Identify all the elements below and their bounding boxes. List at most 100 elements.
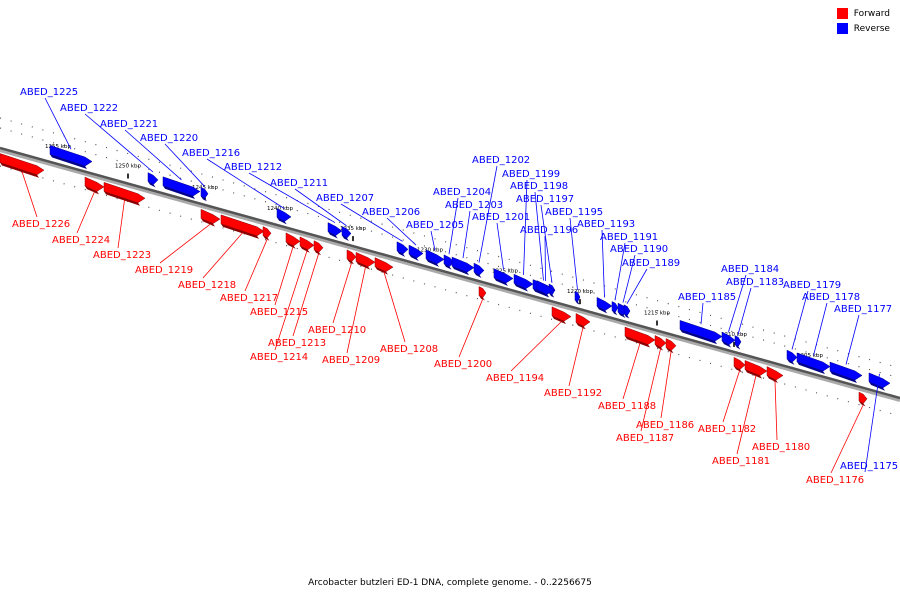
gene-label[interactable]: ABED_1186 [636, 420, 694, 431]
gene-arrow[interactable] [408, 244, 424, 259]
gene-label[interactable]: ABED_1200 [434, 359, 492, 370]
gene-label[interactable]: ABED_1218 [178, 280, 236, 291]
gene-label[interactable]: ABED_1214 [250, 352, 308, 363]
gene-arrow[interactable] [829, 361, 863, 381]
gene-arrow[interactable] [575, 313, 591, 327]
gene-arrow[interactable] [341, 226, 352, 239]
gene-arrow[interactable] [766, 366, 784, 381]
gene-arrow[interactable] [84, 176, 105, 192]
gene-arrow[interactable] [0, 153, 45, 175]
gene-arrow[interactable] [574, 290, 581, 302]
gene-label[interactable]: ABED_1207 [316, 193, 374, 204]
gene-arrow[interactable] [200, 208, 221, 224]
gene-label[interactable]: ABED_1221 [100, 119, 158, 130]
gene-label[interactable]: ABED_1194 [486, 373, 544, 384]
gene-arrow[interactable] [49, 145, 93, 167]
gene-label[interactable]: ABED_1191 [600, 232, 658, 243]
gene-arrow[interactable] [276, 208, 292, 222]
gene-arrow[interactable] [327, 222, 343, 236]
gene-label[interactable]: ABED_1181 [712, 456, 770, 467]
gene-label[interactable]: ABED_1176 [806, 475, 864, 486]
gene-label[interactable]: ABED_1226 [12, 219, 70, 230]
gene-label[interactable]: ABED_1188 [598, 401, 656, 412]
gene-label[interactable]: ABED_1180 [752, 442, 810, 453]
gene-label[interactable]: ABED_1223 [93, 250, 151, 261]
gene-label[interactable]: ABED_1182 [698, 424, 756, 435]
gene-label[interactable]: ABED_1196 [520, 225, 578, 236]
gene-label[interactable]: ABED_1198 [510, 181, 568, 192]
gene-label[interactable]: ABED_1183 [726, 277, 784, 288]
gene-arrow[interactable] [478, 286, 487, 298]
gene-arrow[interactable] [624, 326, 656, 345]
gene-arrow[interactable] [473, 262, 485, 276]
gene-arrow[interactable] [679, 320, 723, 342]
gene-label[interactable]: ABED_1215 [250, 307, 308, 318]
gene-label[interactable]: ABED_1187 [616, 433, 674, 444]
gene-arrow[interactable] [665, 338, 677, 351]
gene-label[interactable]: ABED_1175 [840, 461, 898, 472]
gene-label[interactable]: ABED_1201 [472, 212, 530, 223]
gene-arrow[interactable] [162, 176, 201, 197]
gene-label[interactable]: ABED_1177 [834, 304, 892, 315]
gene-arrow[interactable] [623, 304, 631, 316]
gene-arrow[interactable] [374, 257, 394, 272]
gene-label[interactable]: ABED_1211 [270, 178, 328, 189]
gene-label[interactable]: ABED_1190 [610, 244, 668, 255]
gene-label[interactable]: ABED_1219 [135, 265, 193, 276]
gene-arrow[interactable] [451, 256, 475, 273]
gene-arrow[interactable] [346, 249, 357, 262]
gene-label[interactable]: ABED_1195 [545, 207, 603, 218]
gene-label[interactable]: ABED_1220 [140, 133, 198, 144]
gene-label[interactable]: ABED_1179 [783, 280, 841, 291]
gene-arrow[interactable] [355, 252, 376, 267]
gene-label[interactable]: ABED_1185 [678, 292, 736, 303]
gene-label[interactable]: ABED_1217 [220, 293, 278, 304]
gene-label[interactable]: ABED_1208 [380, 344, 438, 355]
gene-arrow[interactable] [786, 349, 798, 363]
gene-arrow[interactable] [858, 391, 868, 404]
gene-arrow[interactable] [220, 214, 265, 237]
gene-label[interactable]: ABED_1193 [577, 219, 635, 230]
gene-arrow[interactable] [200, 186, 209, 199]
gene-label[interactable]: ABED_1202 [472, 155, 530, 166]
gene-arrow[interactable] [744, 360, 768, 376]
gene-label[interactable]: ABED_1210 [308, 325, 366, 336]
gene-label[interactable]: ABED_1209 [322, 355, 380, 366]
gene-arrow[interactable] [721, 331, 736, 345]
gene-label[interactable]: ABED_1203 [445, 200, 503, 211]
gene-arrow[interactable] [493, 268, 514, 284]
gene-arrow[interactable] [262, 226, 272, 239]
gene-arrow[interactable] [733, 356, 746, 370]
gene-arrow[interactable] [536, 280, 555, 295]
gene-arrow[interactable] [513, 273, 534, 289]
gene-label[interactable]: ABED_1205 [406, 220, 464, 231]
gene-label[interactable]: ABED_1222 [60, 103, 118, 114]
gene-arrow[interactable] [734, 335, 742, 347]
gene-label[interactable]: ABED_1197 [516, 194, 574, 205]
gene-arrow[interactable] [147, 172, 159, 185]
gene-label[interactable]: ABED_1216 [182, 148, 240, 159]
gene-arrow[interactable] [596, 296, 613, 311]
gene-label[interactable]: ABED_1225 [20, 87, 78, 98]
gene-arrow[interactable] [103, 182, 146, 204]
gene-label[interactable]: ABED_1204 [433, 187, 491, 198]
gene-arrow[interactable] [299, 236, 315, 251]
gene-label[interactable]: ABED_1206 [362, 207, 420, 218]
gene-label[interactable]: ABED_1213 [268, 338, 326, 349]
gene-arrow[interactable] [551, 306, 572, 322]
gene-label[interactable]: ABED_1192 [544, 388, 602, 399]
gene-arrow[interactable] [396, 241, 409, 255]
gene-arrow[interactable] [313, 240, 324, 253]
gene-label[interactable]: ABED_1224 [52, 235, 110, 246]
gene-arrow[interactable] [868, 372, 891, 389]
gene-arrow[interactable] [611, 301, 619, 313]
gene-label[interactable]: ABED_1212 [224, 162, 282, 173]
gene-label[interactable]: ABED_1199 [502, 169, 560, 180]
gene-arrow[interactable] [285, 232, 301, 247]
gene-arrow[interactable] [425, 249, 445, 265]
gene-label[interactable]: ABED_1184 [721, 264, 779, 275]
gene-label[interactable]: ABED_1189 [622, 258, 680, 269]
gene-label[interactable]: ABED_1178 [802, 292, 860, 303]
